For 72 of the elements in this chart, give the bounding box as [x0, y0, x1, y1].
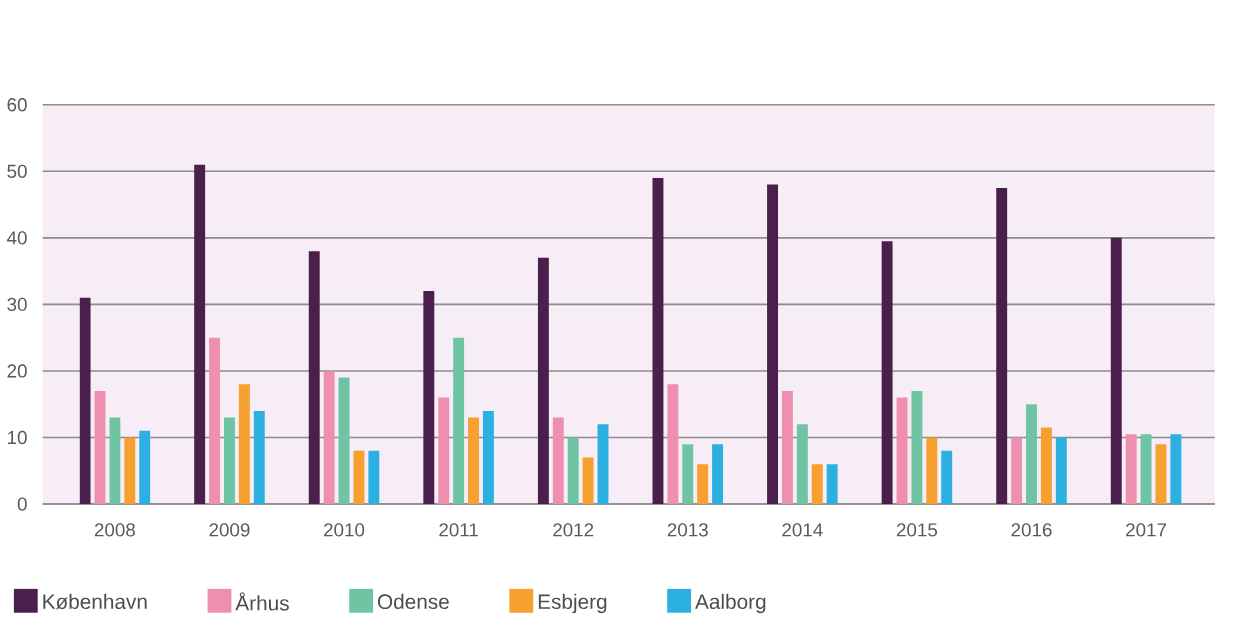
- x-tick-label: 2013: [667, 523, 708, 537]
- legend-label: Århus: [235, 592, 289, 611]
- bar: [124, 437, 136, 504]
- bar: [194, 164, 206, 504]
- bar: [682, 444, 694, 504]
- bar: [139, 430, 151, 504]
- y-tick-label: 0: [17, 497, 27, 511]
- bar: [582, 457, 594, 504]
- y-tick-label: 10: [8, 430, 27, 445]
- bar: [1040, 427, 1052, 504]
- x-tick-label: 2017: [1126, 523, 1167, 537]
- x-tick-label: 2016: [1011, 523, 1052, 537]
- bar: [767, 184, 778, 504]
- bar: [353, 450, 365, 504]
- x-tick-label: 2014: [782, 523, 823, 537]
- y-tick-label: 50: [7, 164, 27, 178]
- bar: [253, 410, 265, 504]
- y-tick-label: 40: [7, 231, 27, 245]
- bar: [712, 444, 724, 504]
- bar: [781, 390, 793, 504]
- bar: [438, 397, 450, 504]
- x-tick-label: 2009: [209, 523, 250, 537]
- bar: [238, 384, 250, 504]
- bar: [94, 390, 106, 504]
- x-tick-label: 2012: [553, 523, 594, 537]
- bar: [1011, 437, 1023, 504]
- bar: [482, 410, 494, 504]
- bar: [926, 437, 938, 504]
- x-tick-label: 2015: [896, 523, 938, 537]
- bar: [796, 424, 808, 504]
- bar: [652, 177, 664, 504]
- bar: [567, 437, 579, 504]
- bar: [1155, 444, 1167, 504]
- x-tick-label: 2011: [439, 523, 478, 537]
- x-tick-label: 2008: [94, 523, 135, 537]
- bar: [1026, 404, 1037, 504]
- bar: [667, 384, 679, 504]
- bar: [308, 251, 320, 504]
- bar: [1140, 434, 1152, 504]
- bar: [996, 187, 1008, 504]
- bar: [697, 464, 709, 504]
- bar: [1125, 434, 1137, 504]
- bar: [109, 417, 121, 504]
- bar: [537, 257, 549, 504]
- y-tick-label: 30: [7, 297, 27, 311]
- bar: [896, 397, 908, 504]
- bar: [911, 390, 923, 504]
- bar: [338, 377, 350, 504]
- y-tick-label: 60: [7, 97, 27, 112]
- bar: [368, 450, 380, 504]
- bar: [826, 464, 838, 504]
- bar: [597, 424, 609, 504]
- bar: [209, 337, 221, 504]
- bar: [1055, 437, 1067, 504]
- bar: [1110, 237, 1122, 504]
- bar: [453, 337, 465, 504]
- legend-label: København: [43, 593, 147, 610]
- bar: [468, 417, 479, 504]
- bar: [881, 241, 893, 504]
- legend-label: Esbjerg: [538, 593, 607, 614]
- legend-label: Odense: [378, 593, 449, 609]
- bar: [423, 290, 435, 504]
- bar: [1170, 434, 1182, 504]
- bar: [79, 297, 91, 504]
- x-tick-label: 2010: [324, 523, 365, 537]
- legend-label: Aalborg: [695, 593, 766, 614]
- bar: [224, 417, 235, 504]
- bar: [552, 417, 564, 504]
- bar: [323, 370, 335, 504]
- bar: [811, 464, 823, 504]
- y-tick-label: 20: [7, 364, 27, 378]
- bar: [941, 450, 953, 504]
